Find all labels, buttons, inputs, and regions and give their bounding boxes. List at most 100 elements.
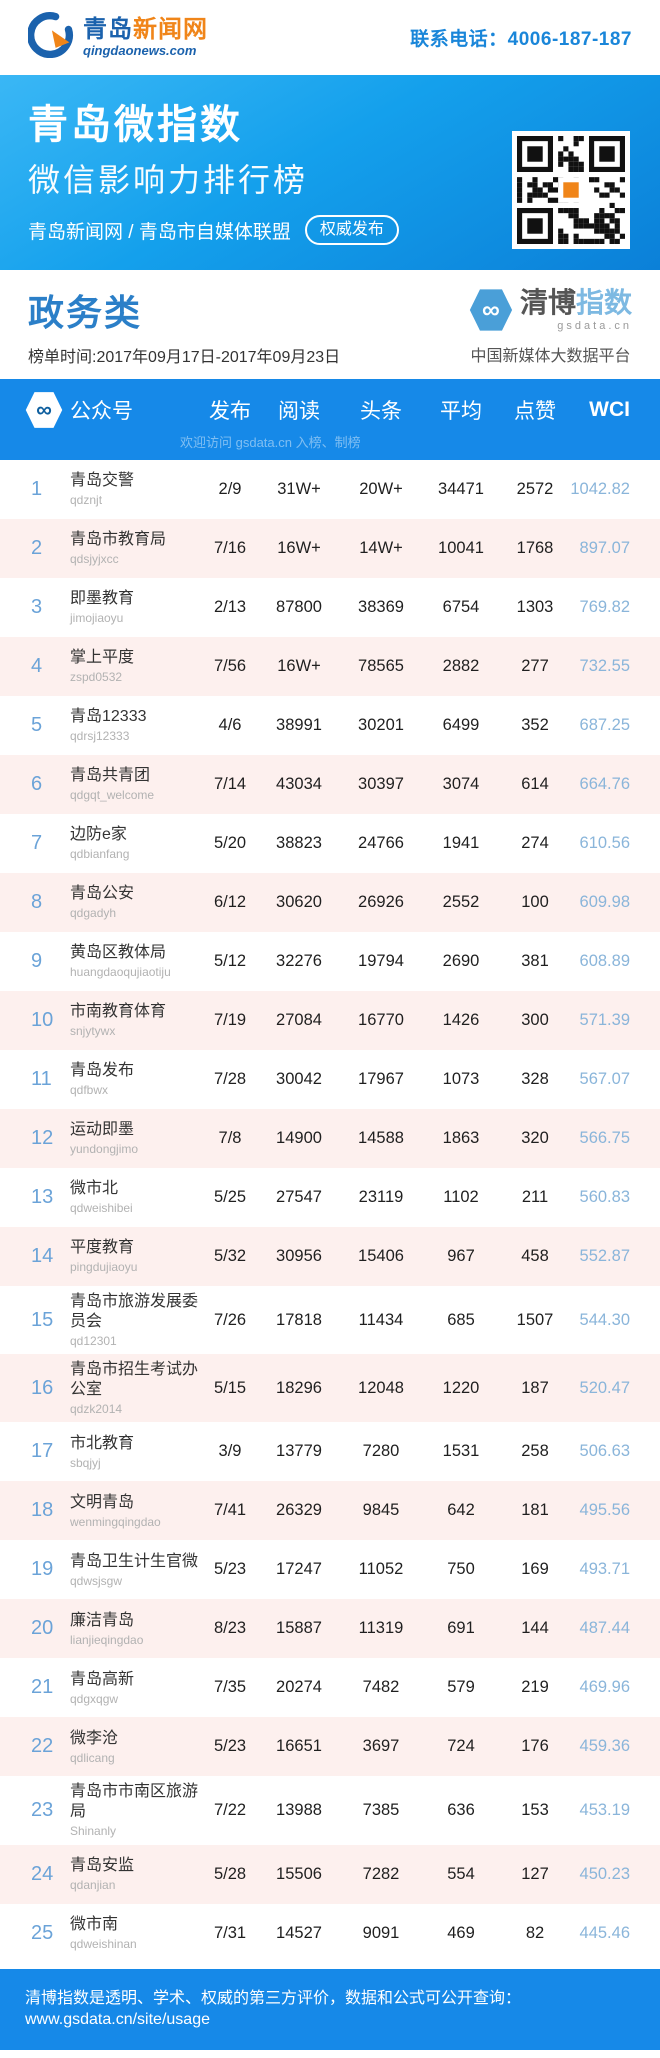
rank-cell: 5	[31, 714, 43, 736]
col-header-headline: 头条	[360, 400, 402, 423]
average-cell: 6499	[442, 716, 480, 734]
account-cell: 微市南 qdweishinan	[70, 1915, 202, 1951]
wci-cell: 493.71	[579, 1560, 630, 1579]
headline-cell: 9091	[362, 1923, 400, 1942]
average-cell: 636	[447, 1800, 475, 1819]
average-cell: 469	[447, 1923, 475, 1942]
publish-cell: 5/23	[213, 1737, 247, 1756]
account-name: 运动即墨	[70, 1121, 135, 1139]
rank-cell: 4	[31, 655, 43, 677]
wci-cell: 610.56	[579, 834, 630, 852]
headline-cell: 11434	[358, 1310, 404, 1329]
brand-tagline: 中国新媒体大数据平台	[470, 348, 631, 365]
account-id: pingdujiaoyu	[70, 1260, 138, 1275]
account-id: sbqjyj	[70, 1455, 101, 1470]
account-cell: 青岛公安 qdgadyh	[70, 884, 202, 920]
col-header-account: 公众号	[70, 400, 133, 423]
read-cell: 17818	[276, 1310, 322, 1329]
table-row: 9 黄岛区教体局 huangdaoqujiaotiju 5/12 32276 19794 2…	[0, 932, 660, 991]
rank-cell: 21	[31, 1676, 54, 1699]
table-row: 8 青岛公安 qdgadyh 6/12 30620 26926 2552 100 609.98	[0, 873, 660, 932]
rank-cell: 18	[31, 1499, 54, 1522]
average-cell: 2552	[442, 893, 480, 911]
read-cell: 16651	[276, 1737, 322, 1756]
likes-cell: 169	[521, 1560, 549, 1579]
category-section: 政务类 榜单时间:2017年09月17日-2017年09月23日 ∞ 清博指数 …	[0, 270, 660, 379]
read-cell: 15506	[276, 1864, 322, 1883]
wci-cell: 506.63	[579, 1442, 630, 1461]
account-id: Shinanly	[70, 1824, 117, 1839]
headline-cell: 7482	[362, 1678, 400, 1697]
rank-cell: 23	[31, 1798, 54, 1821]
headline-cell: 16770	[358, 1011, 404, 1029]
table-row: 1 青岛交警 qdznjt 2/9 31W+ 20W+ 34471 2572 1042.82	[0, 460, 660, 519]
publish-cell: 5/28	[213, 1864, 247, 1883]
headline-cell: 7385	[362, 1800, 400, 1819]
likes-cell: 458	[521, 1247, 549, 1265]
publish-cell: 5/23	[213, 1560, 247, 1579]
rank-cell: 13	[31, 1186, 54, 1208]
account-id: qdwsjsgw	[70, 1573, 123, 1588]
account-cell: 青岛交警 qdznjt	[70, 471, 202, 507]
rank-cell: 20	[31, 1617, 54, 1640]
account-id: qdweishinan	[70, 1936, 137, 1951]
publish-cell: 8/23	[213, 1619, 247, 1638]
average-cell: 2690	[442, 952, 480, 970]
wci-cell: 571.39	[579, 1011, 630, 1029]
wci-cell: 495.56	[579, 1501, 630, 1520]
average-cell: 554	[447, 1864, 475, 1883]
headline-cell: 30201	[358, 716, 404, 734]
wci-cell: 469.96	[579, 1678, 630, 1697]
average-cell: 642	[447, 1501, 475, 1520]
banner: 青岛微指数 微信影响力排行榜 青岛新闻网 / 青岛市自媒体联盟 权威发布	[0, 75, 660, 270]
read-cell: 16W+	[277, 657, 321, 675]
read-cell: 38823	[276, 834, 322, 852]
account-id: qdzk2014	[70, 1402, 123, 1417]
account-name: 市南教育体育	[70, 1003, 167, 1021]
read-cell: 13779	[276, 1442, 322, 1461]
account-cell: 青岛共青团 qdgqt_welcome	[70, 766, 202, 802]
table-row: 2 青岛市教育局 qdsjyjxcc 7/16 16W+ 14W+ 10041 1768 897…	[0, 519, 660, 578]
headline-cell: 23119	[358, 1188, 404, 1206]
publish-cell: 7/28	[213, 1070, 247, 1088]
rank-cell: 8	[31, 891, 43, 913]
account-name: 微市北	[70, 1180, 119, 1198]
rank-cell: 7	[31, 832, 43, 854]
likes-cell: 1768	[516, 539, 554, 557]
headline-cell: 17967	[358, 1070, 404, 1088]
likes-cell: 274	[521, 834, 549, 852]
rank-cell: 15	[31, 1308, 54, 1331]
wci-cell: 732.55	[579, 657, 630, 675]
likes-cell: 211	[521, 1188, 549, 1206]
table-row: 12 运动即墨 yundongjimo 7/8 14900 14588 1863 320 566…	[0, 1109, 660, 1168]
likes-cell: 82	[525, 1923, 545, 1942]
likes-cell: 320	[521, 1129, 549, 1147]
table-row: 16 青岛市招生考试办公室 qdzk2014 5/15 18296 12048 1220 18…	[0, 1354, 660, 1423]
likes-cell: 144	[521, 1619, 549, 1638]
publish-cell: 7/41	[213, 1501, 247, 1520]
publish-cell: 7/31	[213, 1923, 247, 1942]
publish-cell: 5/12	[213, 952, 247, 970]
average-cell: 750	[447, 1560, 475, 1579]
average-cell: 724	[447, 1737, 475, 1756]
wci-cell: 567.07	[579, 1070, 630, 1088]
table-row: 15 青岛市旅游发展委员会 qd12301 7/26 17818 11434 685 1507…	[0, 1286, 660, 1354]
read-cell: 27547	[276, 1188, 322, 1206]
account-name: 掌上平度	[70, 649, 135, 667]
account-cell: 黄岛区教体局 huangdaoqujiaotiju	[70, 943, 202, 979]
likes-cell: 127	[521, 1864, 549, 1883]
account-cell: 市北教育 sbqjyj	[70, 1434, 202, 1470]
headline-cell: 11052	[358, 1560, 404, 1579]
logo-text-cn-blue: 青岛	[83, 16, 133, 44]
rank-cell: 16	[31, 1376, 54, 1399]
publish-cell: 4/6	[218, 716, 242, 734]
read-cell: 13988	[276, 1800, 322, 1819]
account-cell: 掌上平度 zspd0532	[70, 648, 202, 684]
average-cell: 1863	[442, 1129, 480, 1147]
account-name: 青岛安监	[70, 1856, 135, 1874]
account-name: 青岛高新	[70, 1670, 135, 1688]
qr-code	[512, 131, 630, 249]
wci-cell: 608.89	[579, 952, 630, 970]
account-cell: 市南教育体育 snjytywx	[70, 1002, 202, 1038]
account-cell: 青岛市教育局 qdsjyjxcc	[70, 530, 202, 566]
